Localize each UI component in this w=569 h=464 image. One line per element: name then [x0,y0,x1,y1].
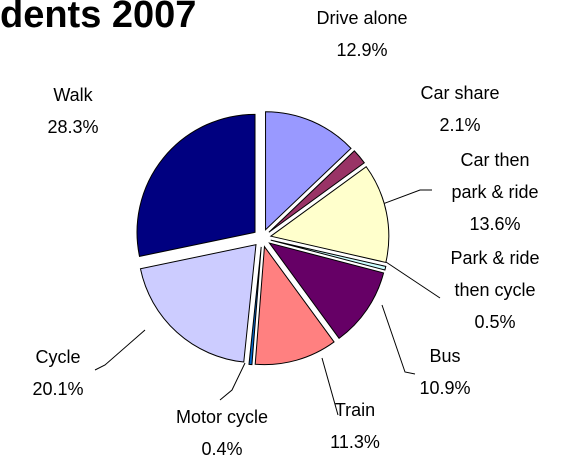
value-label: 2.1% [439,115,481,135]
leader-line [219,362,246,401]
category-label: Drive alone [316,8,408,28]
category-label: Park & ride then cycle [450,248,540,300]
leader-line [94,329,146,371]
leader-line [321,357,339,416]
value-label: 20.1% [32,379,84,399]
slice-label: Drive alone 12.9% [282,2,442,66]
value-label: 10.9% [419,378,471,398]
slice-label: Motor cycle 0.4% [152,401,292,464]
value-label: 0.4% [201,439,243,459]
pie-slice [270,239,387,271]
leader-line [381,304,416,375]
slice-label: Car share 2.1% [400,77,520,141]
category-label: Cycle [35,347,81,367]
chart-title: dents 2007 [0,0,197,36]
category-label: Bus [429,346,461,366]
pie-slice [248,246,262,366]
category-label: Train [334,400,376,420]
value-label: 13.6% [469,214,521,234]
category-label: Motor cycle [175,407,269,427]
slice-label: Park & ride then cycle 0.5% [433,242,558,338]
value-label: 28.3% [47,117,99,137]
pie-slice [269,166,390,264]
leader-line [379,257,441,299]
category-label: Car then park & ride [451,150,539,202]
value-label: 0.5% [474,312,516,332]
category-label: Car share [420,83,500,103]
slice-label: Train 11.3% [295,394,415,458]
slice-label: Bus 10.9% [385,340,505,404]
slice-label: Cycle 20.1% [8,341,108,405]
pie-slice [265,111,352,231]
pie-slice [268,242,385,340]
value-label: 12.9% [336,40,388,60]
pie-slice [139,244,257,363]
leader-line [379,189,432,206]
pie-slice [254,245,335,366]
slice-label: Car then park & ride 13.6% [443,144,548,240]
value-label: 11.3% [330,432,380,452]
slice-label: Walk 28.3% [23,79,123,143]
pie-slice [136,113,256,258]
category-label: Walk [53,85,93,105]
pie-slice [268,150,366,233]
leader-lines [94,189,441,416]
